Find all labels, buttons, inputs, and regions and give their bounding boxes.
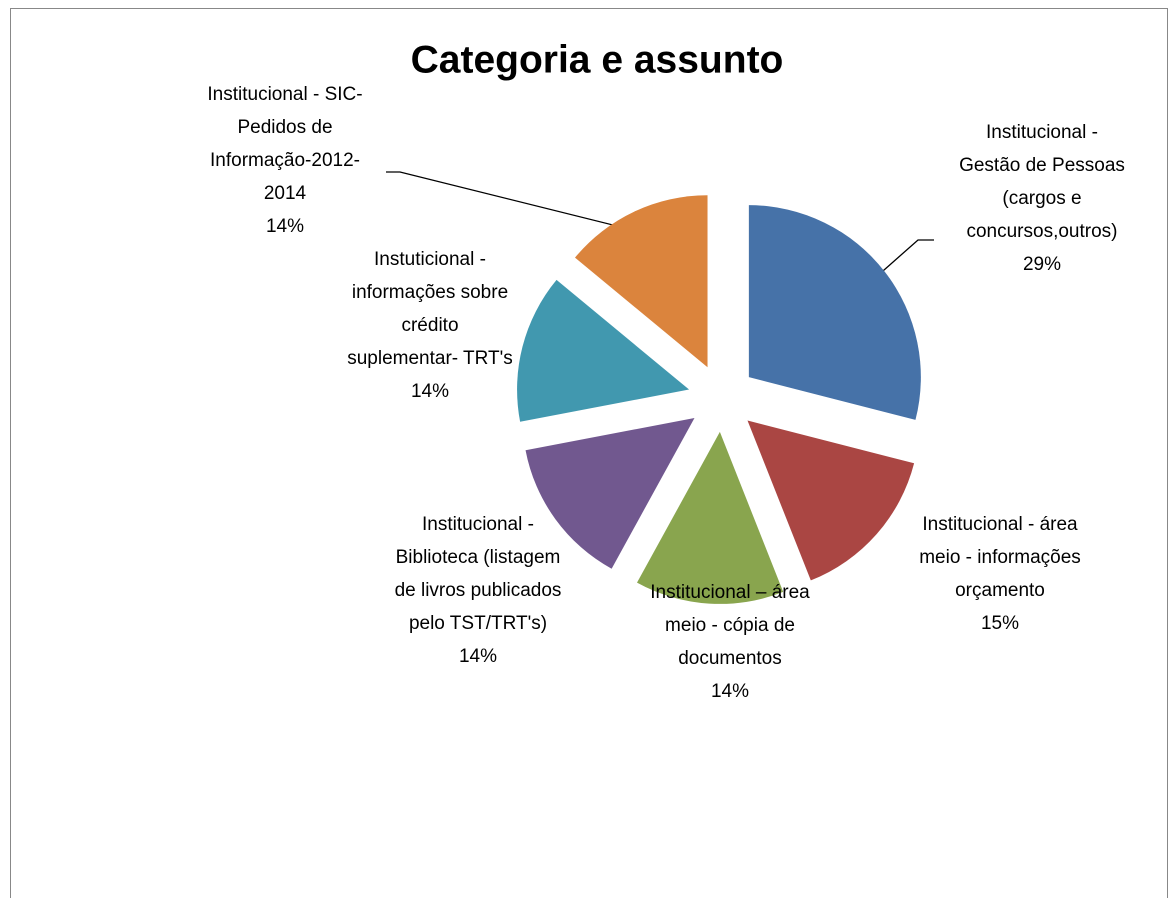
slice-label: suplementar- TRT's bbox=[347, 348, 513, 369]
slice-label: Informação-2012- bbox=[210, 150, 360, 171]
slice-label: crédito bbox=[401, 315, 458, 336]
value-label: 15% bbox=[981, 613, 1019, 634]
pie-slice bbox=[525, 417, 695, 569]
slice-label: Gestão de Pessoas bbox=[959, 155, 1125, 176]
slice-label: pelo TST/TRT's) bbox=[409, 613, 547, 634]
slice-label: Institucional - área bbox=[922, 514, 1078, 535]
slice-label: Institucional - bbox=[986, 122, 1098, 143]
slice-label: (cargos e bbox=[1002, 188, 1081, 209]
value-label: 14% bbox=[459, 646, 497, 667]
pie-slice bbox=[517, 279, 690, 422]
slice-label: Biblioteca (listagem bbox=[396, 547, 561, 568]
slice-label: de livros publicados bbox=[395, 580, 562, 601]
value-label: 14% bbox=[711, 681, 749, 702]
slice-label: Institucional - bbox=[422, 514, 534, 535]
pie-slice bbox=[637, 431, 784, 604]
pie-slice bbox=[747, 420, 915, 581]
value-label: 14% bbox=[411, 381, 449, 402]
chart-border bbox=[10, 8, 1168, 898]
leader-line bbox=[866, 239, 934, 286]
slice-label: documentos bbox=[678, 648, 782, 669]
value-label: 14% bbox=[266, 216, 304, 237]
slice-label: Pedidos de bbox=[237, 117, 332, 138]
chart-title: Categoria e assunto bbox=[411, 38, 784, 81]
slice-label: Institucional - SIC- bbox=[207, 84, 362, 105]
value-label: 29% bbox=[1023, 254, 1061, 275]
slice-label: Instuticional - bbox=[374, 249, 486, 270]
slice-label: 2014 bbox=[264, 183, 307, 204]
slice-label: meio - cópia de bbox=[665, 615, 795, 636]
slice-label: Institucional – área bbox=[650, 582, 810, 603]
leader-line bbox=[386, 171, 646, 234]
slice-label: meio - informações bbox=[919, 547, 1081, 568]
slice-label: informações sobre bbox=[352, 282, 508, 303]
pie-slice bbox=[574, 195, 708, 368]
slice-label: concursos,outros) bbox=[966, 221, 1117, 242]
slice-label: orçamento bbox=[955, 580, 1045, 601]
pie-slice bbox=[748, 205, 921, 420]
